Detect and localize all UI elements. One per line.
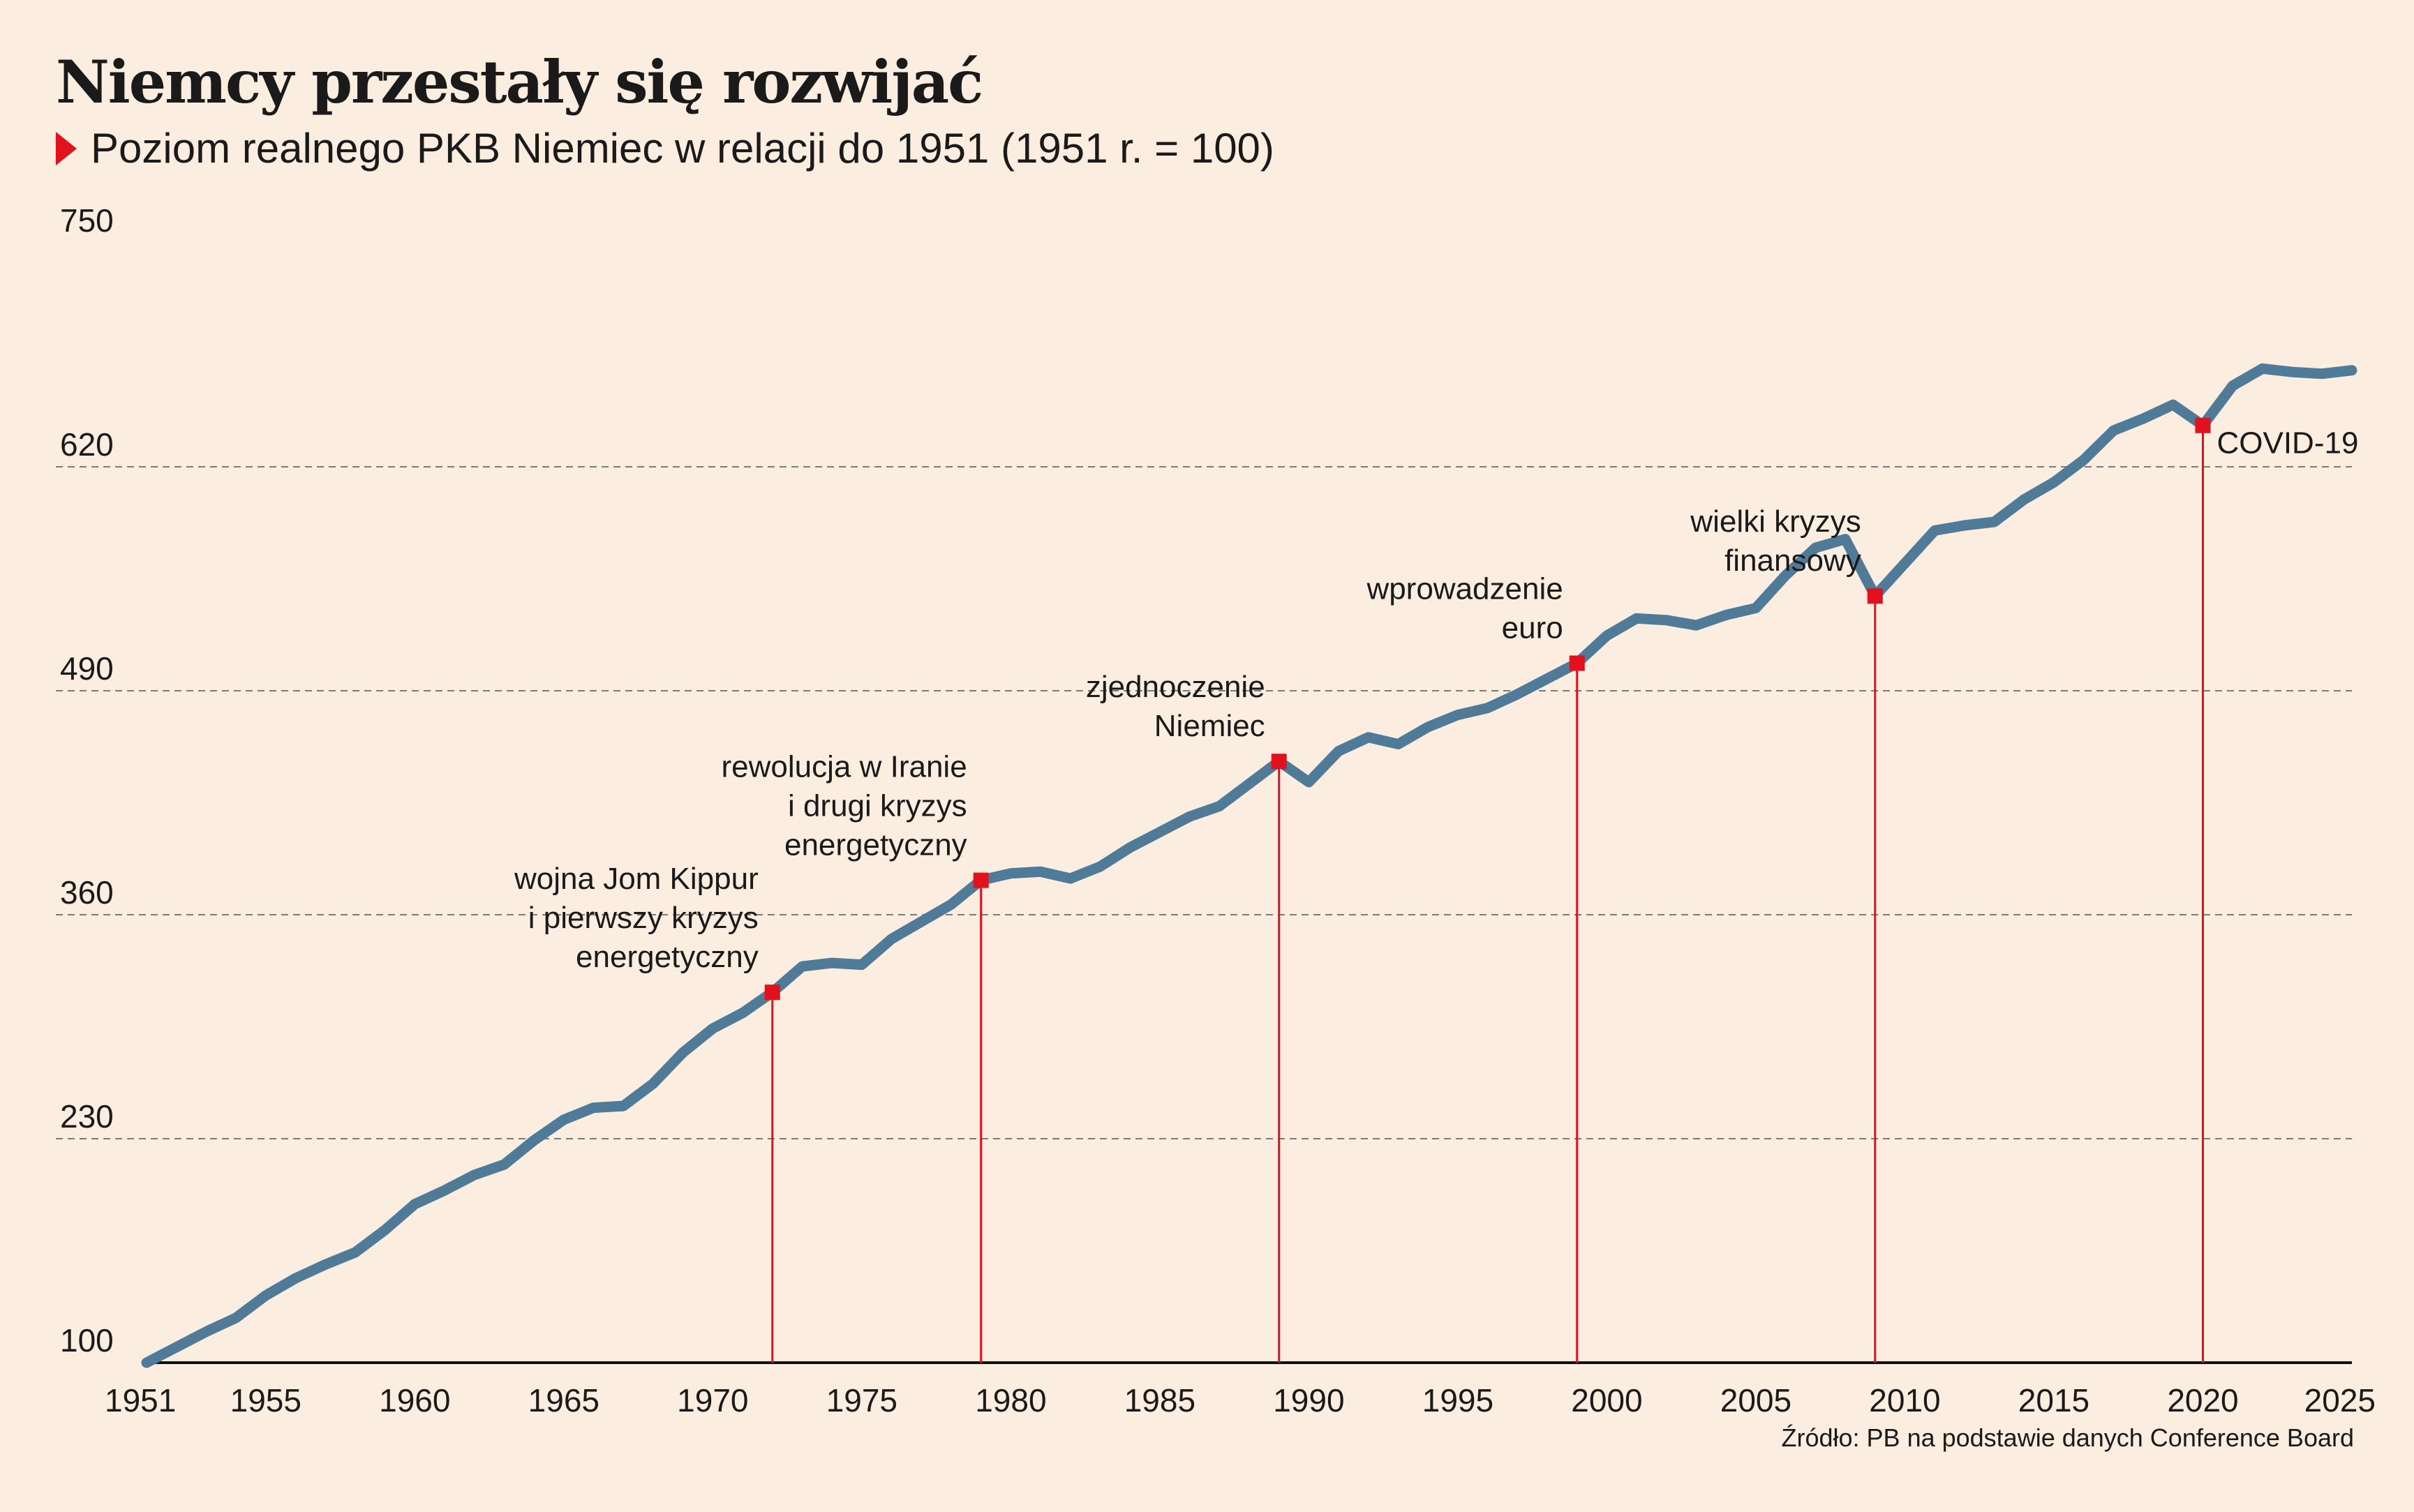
annotation-labels: wojna Jom Kippur i pierwszy kryzys energet…: [514, 426, 2358, 974]
x-tick-label-1960: 1960: [379, 1382, 450, 1419]
x-tick-label-1951: 1951: [105, 1382, 176, 1419]
annotation-marker-2020: [2195, 417, 2211, 433]
chart-title: Niemcy przestały się rozwijać: [56, 47, 983, 117]
annotation-label-line: finansowy: [1724, 544, 1861, 578]
x-tick-label-2025: 2025: [2304, 1382, 2376, 1419]
annotation-marker-1989: [1271, 754, 1287, 770]
y-tick-label-490: 490: [60, 650, 114, 687]
annotation-label-1989: zjednoczenie Niemiec: [1086, 670, 1265, 743]
annotation-label-line: COVID-19: [2216, 426, 2358, 461]
chart-subtitle: Poziom realnego PKB Niemiec w relacji do…: [56, 124, 1274, 172]
annotation-label-line: energetyczny: [576, 940, 759, 974]
series: [141, 363, 2357, 1368]
annotation-marker-2009: [1867, 588, 1883, 604]
x-tick-label-1955: 1955: [230, 1382, 301, 1419]
subtitle-text: Poziom realnego PKB Niemiec w relacji do…: [91, 125, 1274, 172]
source-note: Źródło: PB na podstawie danych Conferenc…: [1781, 1423, 2355, 1452]
x-tick-label-1980: 1980: [975, 1382, 1046, 1419]
annotation-label-line: wojna Jom Kippur: [514, 862, 759, 896]
x-tick-label-2020: 2020: [2167, 1382, 2238, 1419]
annotation-label-line: energetyczny: [784, 828, 967, 862]
annotation-label-1979: rewolucja w Iranie i drugi kryzys energety…: [722, 750, 967, 862]
annotation-markers: [764, 417, 2211, 1001]
x-tick-label-2005: 2005: [1720, 1382, 1791, 1419]
annotation-marker-1999: [1569, 655, 1585, 671]
x-tick-label-1975: 1975: [826, 1382, 897, 1419]
annotation-label-2009: wielki kryzys finansowy: [1690, 504, 1861, 578]
annotation-marker-1972: [764, 985, 780, 1001]
x-tick-label-1965: 1965: [528, 1382, 599, 1419]
triangle-marker-icon: [56, 131, 77, 165]
x-tick-label-1985: 1985: [1124, 1382, 1195, 1419]
x-tick-label-1995: 1995: [1422, 1382, 1493, 1419]
x-tick-label-2000: 2000: [1571, 1382, 1642, 1419]
annotation-label-1999: wprowadzenie euro: [1366, 571, 1563, 645]
y-tick-label-230: 230: [60, 1098, 114, 1135]
annotation-lines: [771, 425, 2204, 1363]
y-tick-label-360: 360: [60, 874, 114, 911]
axes: 100 230 360 490 620 750 1951 1955 1960 1965 1970 19…: [60, 202, 2376, 1419]
annotation-label-line: i pierwszy kryzys: [528, 901, 759, 935]
annotation-label-line: wprowadzenie: [1366, 571, 1563, 606]
annotation-label-line: rewolucja w Iranie: [722, 750, 967, 784]
x-tick-label-1990: 1990: [1273, 1382, 1344, 1419]
x-tick-label-2010: 2010: [1869, 1382, 1940, 1419]
annotation-marker-1979: [973, 872, 989, 888]
y-tick-label-620: 620: [60, 426, 114, 463]
y-tick-label-750: 750: [60, 202, 114, 239]
annotation-label-2020: COVID-19: [2216, 426, 2358, 461]
annotation-label-line: zjednoczenie: [1086, 670, 1265, 704]
annotation-label-line: wielki kryzys: [1690, 504, 1861, 539]
x-tick-label-1970: 1970: [677, 1382, 748, 1419]
x-tick-label-2015: 2015: [2018, 1382, 2089, 1419]
annotation-label-line: euro: [1502, 611, 1563, 645]
series-line-0: [141, 363, 2357, 1368]
annotation-label-1972: wojna Jom Kippur i pierwszy kryzys energet…: [514, 862, 759, 974]
annotation-label-line: i drugi kryzys: [788, 789, 967, 823]
grid-lines: [56, 466, 2352, 1139]
annotation-label-line: Niemiec: [1154, 709, 1265, 743]
y-tick-label-100: 100: [60, 1322, 114, 1358]
